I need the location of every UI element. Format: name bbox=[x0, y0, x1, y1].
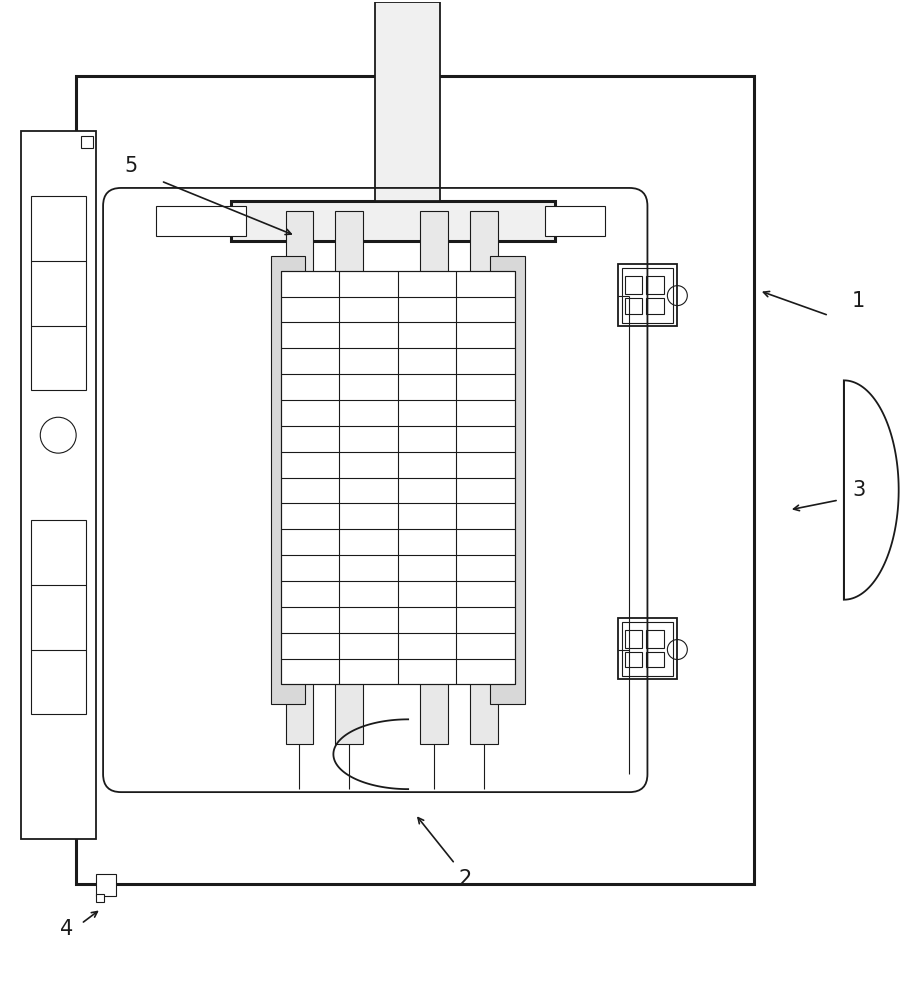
Bar bbox=[470, 211, 497, 744]
Text: 3: 3 bbox=[852, 480, 866, 500]
Bar bbox=[376, 2, 440, 201]
Bar bbox=[646, 630, 665, 648]
Bar bbox=[625, 276, 642, 294]
Bar bbox=[646, 276, 665, 294]
Bar bbox=[621, 268, 674, 323]
Bar bbox=[21, 131, 96, 839]
Bar bbox=[156, 206, 246, 236]
Bar bbox=[77, 76, 754, 884]
Text: 4: 4 bbox=[60, 919, 73, 939]
Bar bbox=[646, 298, 665, 314]
Bar bbox=[490, 256, 525, 704]
Bar bbox=[96, 874, 116, 896]
Bar bbox=[81, 136, 93, 148]
Bar bbox=[285, 211, 314, 744]
Bar bbox=[31, 520, 86, 714]
Bar bbox=[621, 622, 674, 676]
Text: 1: 1 bbox=[852, 291, 866, 311]
Bar bbox=[625, 630, 642, 648]
Bar bbox=[625, 298, 642, 314]
Bar bbox=[281, 271, 515, 684]
Bar bbox=[31, 196, 86, 390]
Bar bbox=[646, 652, 665, 667]
Bar bbox=[545, 206, 605, 236]
Text: 2: 2 bbox=[459, 869, 472, 889]
Polygon shape bbox=[844, 380, 899, 600]
Bar bbox=[617, 264, 677, 326]
Bar bbox=[625, 652, 642, 667]
Bar bbox=[96, 894, 104, 902]
Bar bbox=[231, 201, 555, 241]
Bar bbox=[270, 256, 306, 704]
Text: 5: 5 bbox=[125, 156, 138, 176]
Bar bbox=[335, 211, 364, 744]
Bar bbox=[420, 211, 448, 744]
Bar bbox=[617, 618, 677, 679]
